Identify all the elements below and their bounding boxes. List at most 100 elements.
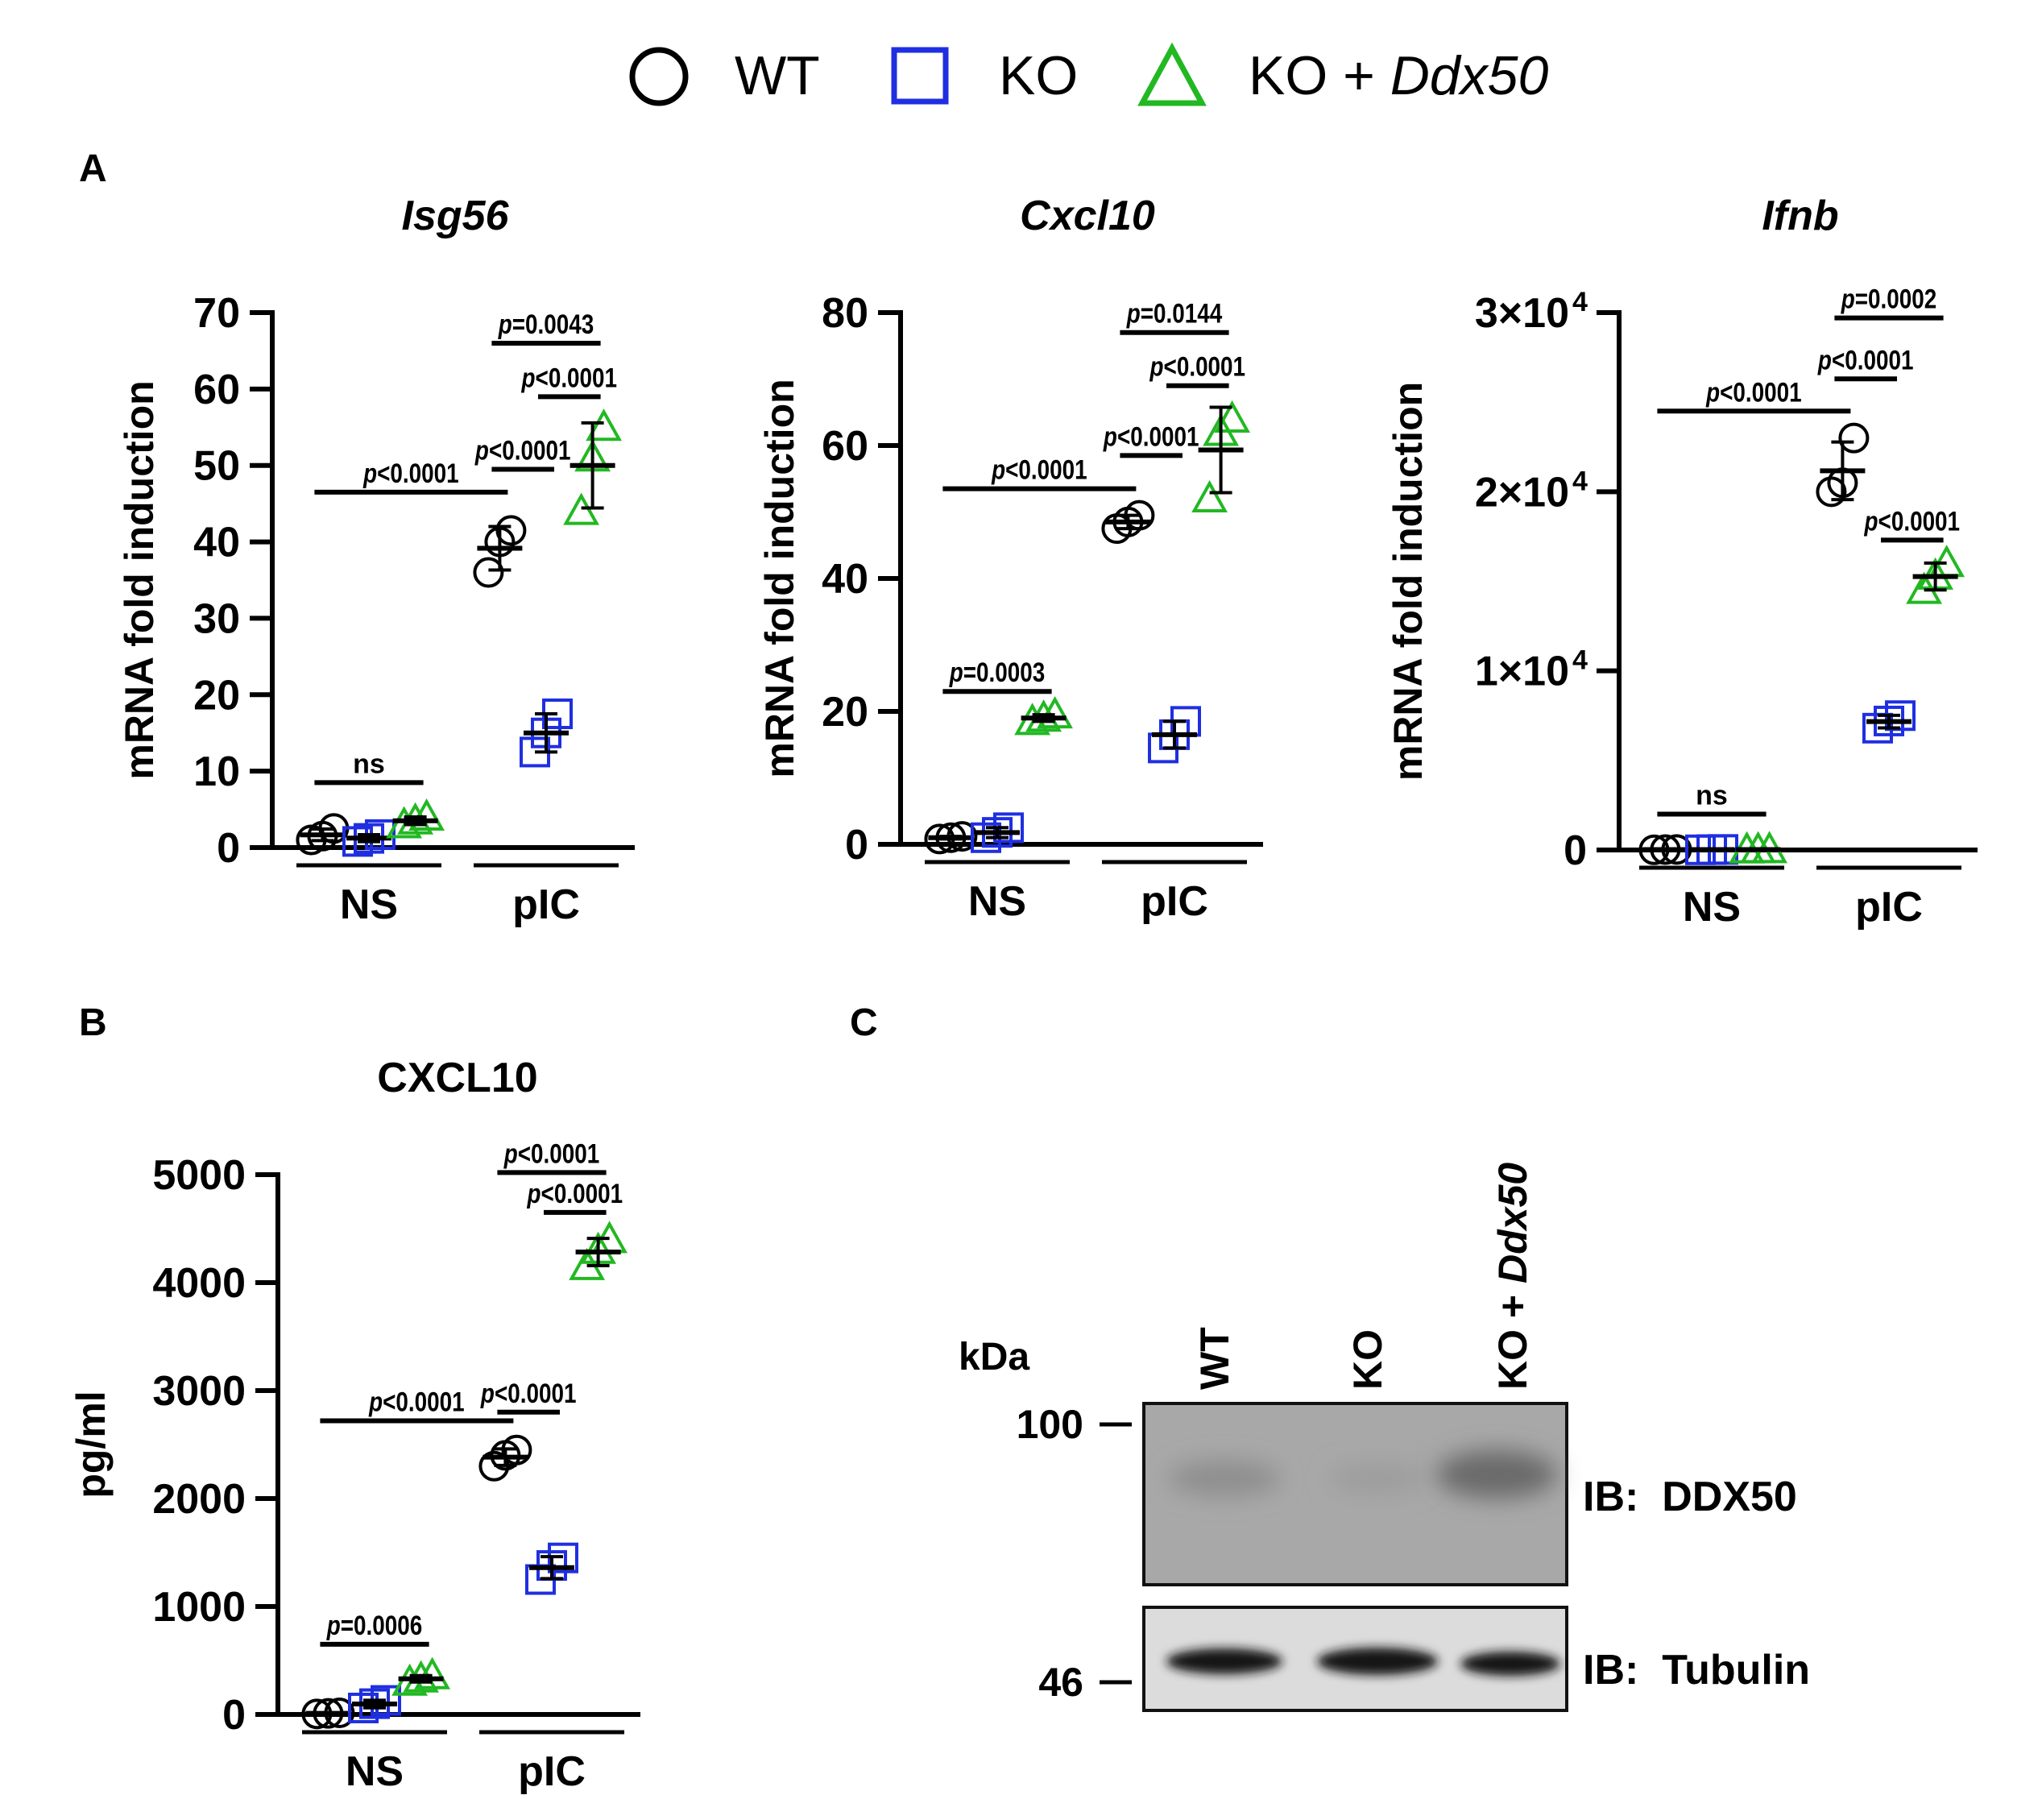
- y-tick-label: 80: [822, 290, 868, 337]
- significance-label: p<0.0001: [991, 454, 1087, 485]
- significance-label: p<0.0001: [1103, 421, 1199, 452]
- p-value: =0.0144: [1141, 298, 1223, 329]
- y-tick-label: 30: [193, 595, 240, 642]
- p-value: =0.0043: [512, 309, 594, 339]
- p-symbol: p: [362, 458, 377, 488]
- significance-label: p<0.0001: [527, 1178, 623, 1208]
- lane-label-ko: KO: [1345, 1329, 1390, 1390]
- significance-label: p<0.0001: [521, 363, 617, 393]
- p-symbol: p: [949, 657, 963, 688]
- lane-label-ko-ddx50: KO + Ddx50: [1490, 1163, 1535, 1390]
- band-tubulin-wt: [1166, 1648, 1282, 1674]
- p-symbol: p: [368, 1387, 383, 1417]
- y-tick-label: 2000: [152, 1476, 246, 1523]
- p-value: <0.0001: [1164, 351, 1246, 382]
- significance-label: p<0.0001: [1864, 506, 1960, 537]
- y-tick-exponent: 4: [1572, 287, 1588, 317]
- significance-label: p<0.0001: [362, 458, 458, 488]
- chart-title: Cxcl10: [1020, 193, 1155, 239]
- p-symbol: p: [1149, 351, 1164, 382]
- y-tick-label: 40: [193, 520, 240, 566]
- p-value: <0.0001: [1720, 377, 1802, 408]
- chart-a2: Cxcl10 mRNA fold induction 0 20 40 60 80 NS pIC p…: [757, 193, 1263, 925]
- chart-a1: Isg56 mRNA fold induction 0 10 20 30 40 50 60 70 N…: [117, 193, 635, 928]
- group-label: NS: [1683, 884, 1741, 931]
- y-axis-label: pg/ml: [68, 1391, 114, 1498]
- p-value: <0.0001: [518, 1138, 600, 1169]
- legend-label-wt: WT: [735, 45, 820, 106]
- p-value: <0.0001: [1878, 506, 1961, 537]
- group-label: NS: [968, 878, 1026, 925]
- group-label: NS: [346, 1748, 404, 1795]
- panel-letter-b: B: [79, 1001, 107, 1044]
- p-value: <0.0001: [489, 435, 571, 466]
- significance-label: p<0.0001: [1149, 351, 1245, 382]
- y-axis-label: mRNA fold induction: [1385, 382, 1431, 781]
- kda-label: kDa: [959, 1336, 1029, 1378]
- significance-label: p<0.0001: [368, 1387, 464, 1417]
- group-label: pIC: [1141, 878, 1208, 925]
- p-value: =0.0003: [963, 657, 1046, 688]
- legend-marker-wt: [629, 47, 689, 106]
- y-tick-label: 1×10: [1475, 649, 1569, 695]
- significance-label: p=0.0043: [498, 309, 594, 339]
- y-tick-label: 60: [822, 423, 868, 470]
- p-symbol: p: [991, 454, 1005, 485]
- significance-label: p<0.0001: [480, 1378, 576, 1408]
- p-symbol: p: [503, 1138, 518, 1169]
- y-tick-exponent: 4: [1572, 645, 1588, 676]
- data-point-wt: [1838, 422, 1870, 454]
- p-value: <0.0001: [377, 458, 459, 488]
- legend-label-ko-ddx50-gene: Ddx50: [1390, 45, 1549, 106]
- panel-letter-a: A: [79, 147, 107, 190]
- p-symbol: p: [326, 1610, 341, 1640]
- data-point-ko-ddx50: [563, 492, 600, 525]
- y-tick-label: 1000: [152, 1584, 246, 1631]
- data-point-wt: [495, 515, 527, 546]
- marker-100-label: 100: [1017, 1402, 1083, 1447]
- p-value: =0.0002: [1855, 284, 1937, 314]
- p-symbol: p: [480, 1378, 495, 1408]
- y-tick-label: 5000: [152, 1152, 246, 1199]
- significance-label: ns: [1696, 781, 1728, 811]
- p-value: <0.0001: [1832, 345, 1914, 375]
- p-symbol: p: [1841, 284, 1855, 314]
- lane-label-ko-ddx50-gene: Ddx50: [1490, 1163, 1535, 1283]
- y-tick-label: 50: [193, 443, 240, 490]
- band-ddx50-ko: [1329, 1464, 1426, 1493]
- p-symbol: p: [1103, 421, 1117, 452]
- p-symbol: p: [498, 309, 512, 339]
- significance-label: ns: [353, 748, 385, 779]
- significance-label: p=0.0003: [949, 657, 1045, 688]
- legend: WT KO KO + Ddx50: [629, 42, 1548, 106]
- chart-title: CXCL10: [377, 1055, 537, 1101]
- legend-marker-ko-ddx50: [1137, 42, 1207, 106]
- y-tick-label: 0: [845, 822, 868, 869]
- p-symbol: p: [1126, 298, 1141, 329]
- blot-label-ddx50: IB: DDX50: [1583, 1474, 1797, 1520]
- data-point-ko-ddx50: [1214, 400, 1251, 433]
- legend-label-ko: KO: [999, 45, 1078, 106]
- band-tubulin-ko-ddx50: [1460, 1652, 1560, 1676]
- y-tick-label: 4000: [152, 1260, 246, 1307]
- p-value: <0.0001: [495, 1378, 577, 1408]
- y-tick-label: 10: [193, 748, 240, 795]
- y-axis-label: mRNA fold induction: [117, 380, 162, 779]
- p-value: <0.0001: [383, 1387, 465, 1417]
- significance-label: p<0.0001: [474, 435, 570, 466]
- y-axis-label: mRNA fold induction: [757, 379, 802, 777]
- significance-label: p=0.0006: [326, 1610, 422, 1640]
- legend-marker-ko: [891, 47, 949, 105]
- group-label: pIC: [1855, 884, 1923, 931]
- band-ddx50-wt: [1168, 1461, 1281, 1496]
- group-label: NS: [340, 881, 398, 928]
- p-symbol: p: [1864, 506, 1878, 537]
- lane-label-wt: WT: [1192, 1327, 1237, 1390]
- panel-letter-c: C: [850, 1001, 878, 1044]
- p-symbol: p: [1817, 345, 1832, 375]
- chart-title: Ifnb: [1762, 193, 1838, 239]
- legend-label-ko-ddx50: KO + Ddx50: [1249, 45, 1548, 106]
